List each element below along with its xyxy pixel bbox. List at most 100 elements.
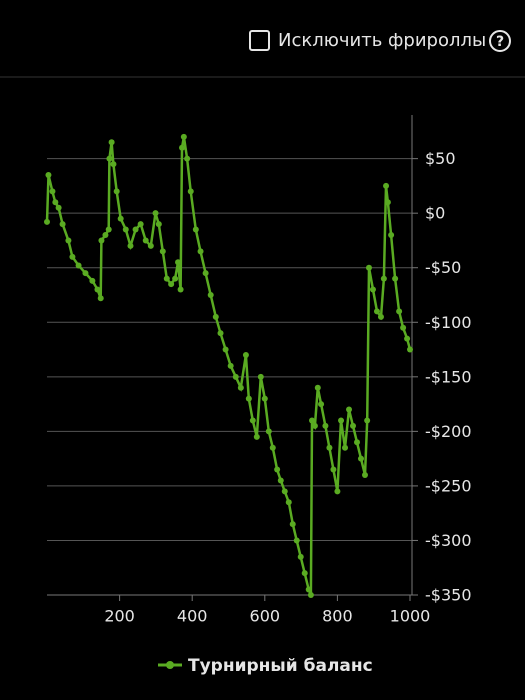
data-point [404, 335, 411, 342]
data-point [69, 253, 76, 260]
data-point [364, 417, 371, 424]
checkbox[interactable] [249, 30, 270, 51]
data-point [222, 346, 229, 353]
data-point [152, 210, 159, 217]
data-point [330, 466, 337, 473]
data-point [217, 330, 224, 337]
data-point [318, 401, 325, 408]
data-point [232, 373, 239, 380]
data-point [392, 275, 399, 282]
data-point [326, 444, 333, 451]
data-point [177, 286, 184, 293]
data-point [383, 182, 390, 189]
y-tick-label: $0 [425, 204, 445, 223]
data-point [105, 226, 112, 233]
help-icon[interactable] [489, 30, 511, 52]
data-point [308, 417, 315, 424]
data-point [245, 395, 252, 402]
data-point [98, 237, 105, 244]
y-tick-label: -$250 [425, 476, 472, 495]
data-point [261, 395, 268, 402]
x-tick-label: 400 [177, 607, 208, 626]
legend-swatch-dot [166, 661, 174, 669]
data-point [369, 286, 376, 293]
data-point [192, 226, 199, 233]
data-point [180, 133, 187, 140]
data-point [94, 286, 101, 293]
data-point [172, 275, 179, 282]
data-point [132, 226, 139, 233]
data-point [249, 417, 256, 424]
data-point [350, 422, 357, 429]
data-point [297, 553, 304, 560]
legend-label: Турнирный баланс [188, 656, 373, 676]
data-point [65, 237, 72, 244]
data-point [265, 428, 272, 435]
y-tick-label: -$100 [425, 313, 472, 332]
data-point [242, 352, 249, 358]
data-point [155, 221, 162, 228]
data-point [274, 466, 281, 473]
data-point [122, 226, 129, 233]
data-point [257, 373, 264, 380]
data-point [407, 346, 413, 353]
data-point [293, 537, 300, 544]
data-point [175, 259, 182, 266]
data-point [311, 422, 318, 429]
data-point [59, 221, 66, 228]
data-point [227, 362, 234, 369]
data-point [305, 586, 312, 593]
data-point [113, 188, 120, 195]
data-point [179, 144, 186, 151]
data-point [361, 472, 368, 478]
data-point [184, 155, 191, 162]
data-point [45, 172, 52, 178]
data-point [334, 488, 341, 495]
help-icon-text[interactable]: ? [496, 34, 504, 50]
data-point [147, 242, 154, 249]
data-point [365, 264, 372, 271]
data-point [212, 313, 219, 320]
data-point [82, 270, 89, 277]
data-point [400, 324, 407, 331]
y-tick-label: -$150 [425, 367, 472, 386]
data-point [354, 439, 361, 446]
checkbox-label[interactable]: Исключить фрироллы [278, 30, 486, 51]
data-point [269, 444, 276, 451]
data-point [281, 488, 288, 495]
data-point [142, 237, 149, 244]
data-point [110, 161, 117, 168]
y-tick-label: $50 [425, 149, 456, 168]
data-point [117, 215, 124, 222]
data-point [301, 570, 308, 577]
data-point [127, 242, 134, 249]
data-point [106, 155, 113, 162]
data-point [187, 188, 194, 195]
data-point [102, 232, 109, 238]
data-point [159, 248, 166, 255]
data-point [108, 139, 115, 146]
data-point [55, 204, 62, 211]
y-tick-label: -$350 [425, 586, 472, 605]
data-point [342, 444, 349, 451]
data-point [307, 592, 314, 598]
data-point [396, 308, 403, 315]
data-point [384, 199, 391, 206]
data-point [237, 384, 244, 391]
data-point [322, 422, 329, 429]
data-point [52, 199, 59, 206]
data-point [357, 455, 364, 462]
data-point [346, 406, 353, 413]
data-point [97, 295, 104, 302]
data-point [207, 292, 214, 298]
y-tick-label: -$200 [425, 422, 472, 441]
data-point [388, 232, 395, 238]
x-tick-label: 1000 [390, 607, 431, 626]
data-point [253, 433, 260, 440]
x-tick-label: 600 [250, 607, 281, 626]
data-point [163, 275, 170, 282]
data-point [49, 188, 56, 195]
data-point [89, 277, 96, 284]
